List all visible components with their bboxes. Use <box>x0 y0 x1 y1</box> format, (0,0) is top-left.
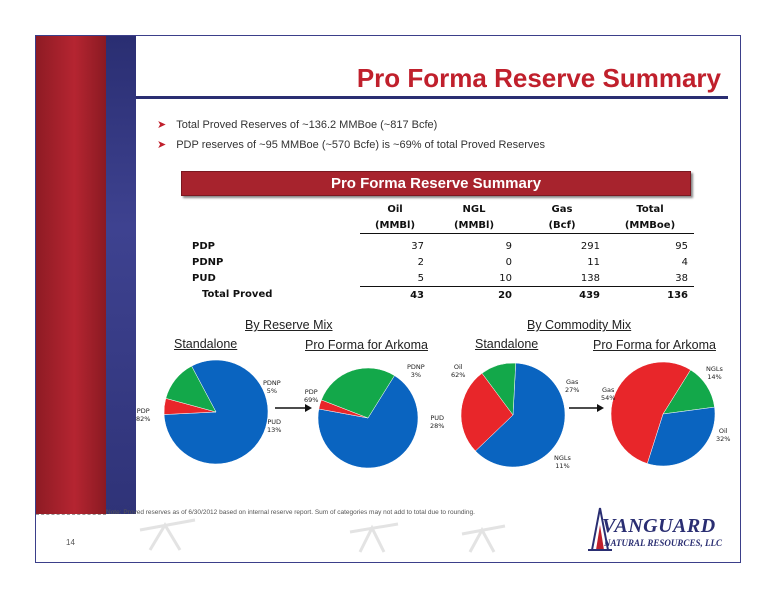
standalone-heading: Standalone <box>174 337 238 351</box>
column-header: Gas <box>551 203 573 215</box>
row-label: PDNP <box>192 256 224 268</box>
pie-slice-pdp <box>317 375 419 469</box>
standalone-heading: Standalone <box>475 337 539 351</box>
table-header-row: Oil NGL Gas Total <box>192 201 694 217</box>
pie-slice-pud <box>321 367 395 419</box>
reserve-mix-heading: By Reserve Mix <box>245 318 333 332</box>
pie-label: PUD 28% <box>430 414 445 430</box>
table-cell: 38 <box>606 270 694 287</box>
table-total-row: Total Proved 43 20 439 136 <box>192 287 694 304</box>
decorative-red-band <box>36 36 106 514</box>
divider <box>36 514 106 515</box>
arrow-bullet-icon: ➤ <box>157 139 167 151</box>
pie-chart-commodity-standalone <box>460 362 566 468</box>
pie-chart-reserve-standalone <box>163 359 269 465</box>
table-header-row: (MMBl) (MMBl) (Bcf) (MMBoe) <box>192 217 694 234</box>
table-cell: 20 <box>498 289 512 301</box>
column-unit: (MMBl) <box>360 217 430 234</box>
proforma-heading: Pro Forma for Arkoma <box>593 338 716 352</box>
pie-label: PUD 13% <box>267 418 282 434</box>
row-label: PUD <box>192 272 216 284</box>
pie-slice-gas <box>460 372 514 452</box>
table-cell: 138 <box>518 270 606 287</box>
commodity-mix-heading: By Commodity Mix <box>527 318 632 332</box>
table-cell: 0 <box>505 256 512 268</box>
pie-label: Gas 54% <box>601 386 616 402</box>
bullet-item: ➤ PDP reserves of ~95 MMBoe (~570 Bcfe) i… <box>157 138 545 151</box>
pie-label: Oil 62% <box>451 363 466 379</box>
title-underline <box>136 96 728 99</box>
footnote: Note: Proved reserves as of 6/30/2012 ba… <box>106 509 475 516</box>
pie-label: NGLs 14% <box>706 365 723 381</box>
slide-frame <box>35 35 741 563</box>
pie-label: PDNP 3% <box>407 363 425 379</box>
pie-slice-oil <box>646 406 716 467</box>
table-row: PDP 37 9 291 95 <box>192 238 694 254</box>
table-cell: 10 <box>430 270 518 287</box>
pie-chart-commodity-proforma <box>610 361 716 467</box>
table-banner: Pro Forma Reserve Summary <box>181 171 691 196</box>
table-cell: 136 <box>667 289 688 301</box>
table-cell: 439 <box>579 289 600 301</box>
arrow-right-icon <box>569 404 604 412</box>
table-row: PDNP 2 0 11 4 <box>192 254 694 270</box>
table-cell: 43 <box>410 289 424 301</box>
reserve-table: Oil NGL Gas Total (MMBl) (MMBl) (Bcf) (M… <box>192 201 694 303</box>
table-cell: 37 <box>411 240 424 252</box>
pie-slice-gas <box>610 361 691 464</box>
logo-text: VANGUARD <box>602 515 716 537</box>
column-header: Oil <box>387 203 403 215</box>
pie-label: PDP 69% <box>304 388 319 404</box>
pie-label: Gas 27% <box>565 378 580 394</box>
table-cell: 4 <box>681 256 688 268</box>
pie-label: Oil 32% <box>716 427 731 443</box>
column-header: NGL <box>462 203 486 215</box>
column-unit: (Bcf) <box>518 217 606 234</box>
page-number: 14 <box>66 538 75 547</box>
table-row: PUD 5 10 138 38 <box>192 270 694 287</box>
arrow-right-icon <box>275 404 312 412</box>
arrow-bullet-icon: ➤ <box>157 119 167 131</box>
column-header: Total <box>636 203 664 215</box>
table-cell: 9 <box>505 240 512 252</box>
row-label: PDP <box>192 240 215 252</box>
pie-slice-oil <box>475 362 566 468</box>
table-cell: 291 <box>580 240 600 252</box>
pie-label: NGLs 11% <box>554 454 571 470</box>
proforma-heading: Pro Forma for Arkoma <box>305 338 428 352</box>
pie-label: PDNP 5% <box>263 379 281 395</box>
column-unit: (MMBoe) <box>606 217 694 234</box>
page-title: Pro Forma Reserve Summary <box>356 63 721 93</box>
logo-subtext: NATURAL RESOURCES, LLC <box>604 538 722 548</box>
table-cell: 11 <box>587 256 600 268</box>
row-label: Total Proved <box>202 289 273 301</box>
pie-slice-pud <box>165 365 217 413</box>
oil-pump-watermark-icon <box>139 518 506 553</box>
decorative-navy-band <box>106 36 136 514</box>
pie-slice-ngls <box>481 362 516 416</box>
table-cell: 2 <box>417 256 424 268</box>
table-cell: 5 <box>360 270 430 287</box>
pie-chart-reserve-proforma <box>317 367 419 469</box>
bullet-item: ➤ Total Proved Reserves of ~136.2 MMBoe (… <box>157 118 437 131</box>
pie-label: PDP 82% <box>136 407 151 423</box>
table-cell: 95 <box>675 240 688 252</box>
bullet-text: Total Proved Reserves of ~136.2 MMBoe (~… <box>176 119 438 131</box>
bullet-text: PDP reserves of ~95 MMBoe (~570 Bcfe) is… <box>176 139 545 151</box>
column-unit: (MMBl) <box>430 217 518 234</box>
vanguard-logo <box>588 507 612 551</box>
